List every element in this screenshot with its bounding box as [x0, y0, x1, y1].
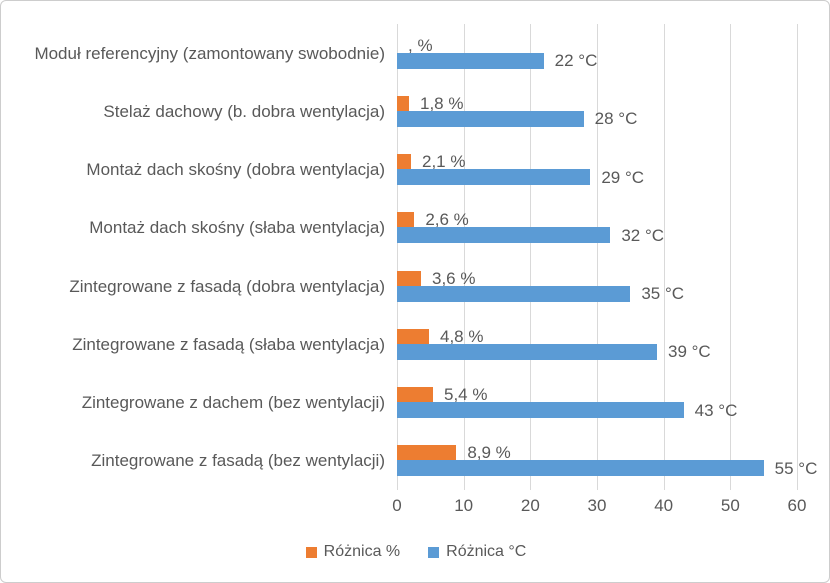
temp-bar	[397, 227, 611, 244]
legend-item-celsius: Różnica °C	[428, 543, 526, 561]
temp-value-label: 28 °C	[594, 109, 638, 129]
pct-bar	[397, 270, 421, 286]
bar-line-temp: 22 °C	[397, 51, 829, 71]
chart-row: Zintegrowane z dachem (bez wentylacji) 5,…	[1, 374, 829, 432]
chart-row: Stelaż dachowy (b. dobra wentylacja) 1,8 …	[1, 82, 829, 140]
temp-value-label: 22 °C	[554, 51, 598, 71]
bar-line-pct: 8,9 %	[397, 443, 829, 463]
legend-item-percent: Różnica %	[305, 543, 401, 561]
category-label: Zintegrowane z dachem (bez wentylacji)	[81, 393, 385, 412]
legend-swatch-percent-icon	[305, 546, 317, 558]
gridline	[530, 24, 532, 490]
bar-group: 5,4 % 43 °C	[397, 385, 829, 420]
chart-row: Zintegrowane z fasadą (dobra wentylacja)…	[1, 257, 829, 315]
chart-row: Montaż dach skośny (dobra wentylacja) 2,1…	[1, 141, 829, 199]
legend-swatch-celsius-icon	[428, 546, 440, 558]
bar-line-pct: 3,6 %	[397, 268, 829, 288]
category-label: Zintegrowane z fasadą (dobra wentylacja)	[69, 276, 385, 296]
x-axis-tick-label: 40	[654, 496, 674, 515]
pct-bar	[397, 387, 433, 403]
category-label: Stelaż dachowy (b. dobra wentylacja)	[103, 101, 385, 121]
bar-group: 4,8 % 39 °C	[397, 326, 829, 362]
pct-value-label: , %	[408, 35, 433, 55]
x-axis-tick-label: 0	[392, 496, 402, 515]
x-axis-tick-label: 20	[520, 496, 540, 515]
bar-group: 2,1 % 29 °C	[397, 152, 829, 187]
bar-line-temp: 55 °C	[397, 458, 829, 478]
temp-bar	[397, 343, 657, 360]
temp-bar	[397, 52, 544, 69]
temp-value-label: 32 °C	[621, 225, 665, 245]
gridline	[463, 24, 465, 490]
category-label: Zintegrowane z fasadą (bez wentylacji)	[91, 451, 385, 471]
bar-group: , % 22 °C	[397, 35, 829, 71]
category-label: Montaż dach skośny (dobra wentylacja)	[86, 160, 385, 179]
chart-row: Moduł referencyjny (zamontowany swobodni…	[1, 24, 829, 82]
bar-line-pct: , %	[397, 35, 829, 55]
pct-value-label: 4,8 %	[440, 326, 484, 346]
temp-bar	[397, 285, 631, 302]
pct-bar	[397, 445, 457, 461]
gridline	[597, 24, 598, 490]
pct-bar	[397, 212, 415, 228]
temp-bar	[397, 110, 584, 127]
chart-row: Montaż dach skośny (słaba wentylacja) 2,6…	[1, 199, 829, 257]
temp-value-label: 29 °C	[601, 167, 645, 187]
temp-value-label: 39 °C	[668, 342, 711, 362]
gridline	[730, 24, 732, 490]
temp-bar	[397, 402, 684, 419]
bar-line-temp: 29 °C	[397, 167, 829, 187]
pct-bar	[397, 154, 411, 170]
chart-row: Zintegrowane z fasadą (słaba wentylacja)…	[1, 315, 829, 373]
chart-row: Zintegrowane z fasadą (bez wentylacji) 8,…	[1, 432, 829, 490]
bar-group: 1,8 % 28 °C	[397, 93, 829, 129]
bar-line-pct: 2,1 %	[397, 152, 829, 172]
x-axis: 0 10 20 30 40 50 60	[392, 496, 806, 518]
legend-label-celsius: Różnica °C	[446, 543, 527, 560]
bar-line-pct: 5,4 %	[397, 385, 829, 405]
pct-value-label: 1,8 %	[420, 93, 464, 113]
x-axis-tick-label: 10	[454, 496, 474, 515]
pct-value-label: 2,1 %	[422, 152, 466, 172]
category-label: Moduł referencyjny (zamontowany swobodni…	[34, 43, 385, 63]
bar-group: 3,6 % 35 °C	[397, 268, 829, 304]
pct-value-label: 3,6 %	[432, 268, 476, 288]
temp-bar	[397, 169, 591, 186]
pct-bar	[397, 95, 409, 111]
temp-value-label: 55 °C	[774, 458, 818, 478]
bar-group: 8,9 % 55 °C	[397, 443, 829, 478]
bar-line-temp: 28 °C	[397, 109, 829, 129]
plot-area	[397, 24, 799, 490]
bar-line-pct: 4,8 %	[397, 326, 829, 346]
bar-line-temp: 35 °C	[397, 284, 829, 304]
pct-value-label: 5,4 %	[444, 385, 488, 405]
gridline	[397, 24, 398, 490]
bar-line-temp: 39 °C	[397, 342, 829, 362]
temp-value-label: 43 °C	[694, 400, 738, 420]
temp-bar	[397, 460, 764, 477]
pct-value-label: 8,9 %	[467, 443, 511, 463]
bar-line-temp: 43 °C	[397, 400, 829, 420]
bar-line-temp: 32 °C	[397, 225, 829, 245]
x-axis-tick-label: 50	[720, 496, 740, 515]
legend: Różnica % Różnica °C	[1, 543, 829, 561]
bar-group: 2,6 % 32 °C	[397, 210, 829, 245]
category-label: Zintegrowane z fasadą (słaba wentylacja)	[72, 334, 385, 354]
bar-line-pct: 2,6 %	[397, 210, 829, 230]
x-axis-tick-label: 30	[587, 496, 607, 515]
temp-value-label: 35 °C	[641, 284, 685, 304]
legend-label-percent: Różnica %	[323, 543, 401, 560]
category-label: Montaż dach skośny (słaba wentylacja)	[89, 218, 385, 238]
x-axis-tick-label: 60	[787, 496, 807, 515]
gridline	[663, 24, 665, 490]
pct-bar	[397, 328, 429, 344]
gridline	[797, 24, 798, 490]
bar-line-pct: 1,8 %	[397, 93, 829, 113]
pct-value-label: 2,6 %	[425, 210, 469, 230]
chart-rows: Moduł referencyjny (zamontowany swobodni…	[1, 24, 829, 490]
